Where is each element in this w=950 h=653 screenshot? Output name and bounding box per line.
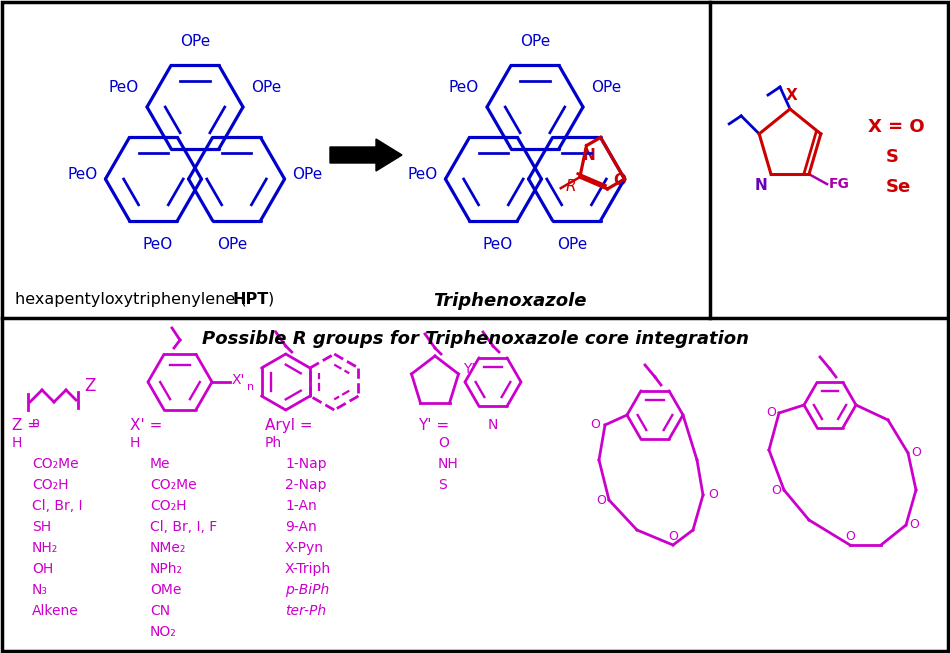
Text: Z =: Z = [12, 418, 40, 433]
Text: HPT: HPT [233, 292, 269, 307]
Text: OPe: OPe [251, 80, 281, 95]
Text: OPe: OPe [218, 237, 248, 252]
Text: N: N [582, 148, 595, 163]
Text: 2-Nap: 2-Nap [285, 478, 327, 492]
Text: Cl, Br, I: Cl, Br, I [32, 499, 83, 513]
Text: PeO: PeO [483, 237, 513, 252]
Text: PeO: PeO [408, 167, 437, 182]
Text: X': X' [232, 373, 245, 387]
Text: X-Triph: X-Triph [285, 562, 332, 576]
Text: SH: SH [32, 520, 51, 534]
Text: Aryl =: Aryl = [265, 418, 313, 433]
Text: Y' =: Y' = [418, 418, 449, 433]
Text: O: O [613, 174, 626, 189]
Text: Z: Z [84, 377, 95, 395]
Text: X: X [787, 88, 798, 103]
Text: OPe: OPe [591, 80, 621, 95]
Text: CN: CN [150, 604, 170, 618]
Text: n: n [32, 416, 40, 429]
Text: CO₂Me: CO₂Me [32, 457, 79, 471]
Text: CO₂H: CO₂H [150, 499, 186, 513]
Text: OMe: OMe [150, 583, 181, 597]
Text: H: H [12, 436, 23, 450]
Text: NPh₂: NPh₂ [150, 562, 183, 576]
Text: OPe: OPe [520, 34, 550, 49]
Text: OH: OH [32, 562, 53, 576]
Text: OPe: OPe [293, 167, 323, 182]
Text: O: O [771, 483, 781, 496]
Text: NH: NH [438, 457, 459, 471]
Text: S: S [886, 148, 899, 166]
Text: Se: Se [886, 178, 911, 196]
Text: O: O [766, 407, 776, 419]
Text: N: N [487, 418, 498, 432]
Text: NH₂: NH₂ [32, 541, 58, 555]
Text: CO₂H: CO₂H [32, 478, 68, 492]
Text: O: O [911, 447, 921, 460]
Text: PeO: PeO [67, 167, 98, 182]
Text: O: O [846, 530, 855, 543]
Text: OPe: OPe [558, 237, 588, 252]
Text: O: O [590, 419, 600, 432]
Text: O: O [438, 436, 448, 450]
Text: Me: Me [150, 457, 170, 471]
Text: n: n [247, 382, 255, 392]
Text: Triphenoxazole: Triphenoxazole [433, 292, 587, 310]
Text: X' =: X' = [130, 418, 162, 433]
Text: R: R [566, 179, 577, 194]
Text: H: H [130, 436, 141, 450]
Text: N₃: N₃ [32, 583, 48, 597]
Text: PeO: PeO [108, 80, 139, 95]
Text: PeO: PeO [142, 237, 173, 252]
Text: S: S [438, 478, 446, 492]
Text: Alkene: Alkene [32, 604, 79, 618]
Text: N: N [754, 178, 767, 193]
Text: Y': Y' [464, 362, 476, 376]
FancyArrow shape [330, 139, 402, 171]
Text: NO₂: NO₂ [150, 625, 177, 639]
Text: O: O [596, 494, 606, 507]
Text: Cl, Br, I, F: Cl, Br, I, F [150, 520, 218, 534]
Text: X = O: X = O [868, 118, 924, 136]
Text: 1-Nap: 1-Nap [285, 457, 327, 471]
Text: O: O [708, 488, 718, 502]
Text: NMe₂: NMe₂ [150, 541, 186, 555]
Text: 1-An: 1-An [285, 499, 316, 513]
Text: ): ) [268, 292, 275, 307]
Text: Possible R groups for Triphenoxazole core integration: Possible R groups for Triphenoxazole cor… [201, 330, 749, 348]
Text: 9-An: 9-An [285, 520, 316, 534]
Text: p-BiPh: p-BiPh [285, 583, 330, 597]
Text: CO₂Me: CO₂Me [150, 478, 197, 492]
Text: hexapentyloxytriphenylene (: hexapentyloxytriphenylene ( [15, 292, 247, 307]
Text: O: O [909, 518, 919, 532]
Text: OPe: OPe [180, 34, 210, 49]
Text: Ph: Ph [265, 436, 282, 450]
Text: O: O [668, 530, 678, 543]
Text: ter-Ph: ter-Ph [285, 604, 326, 618]
Text: FG: FG [829, 177, 850, 191]
Text: X-Pyn: X-Pyn [285, 541, 324, 555]
Text: PeO: PeO [448, 80, 479, 95]
